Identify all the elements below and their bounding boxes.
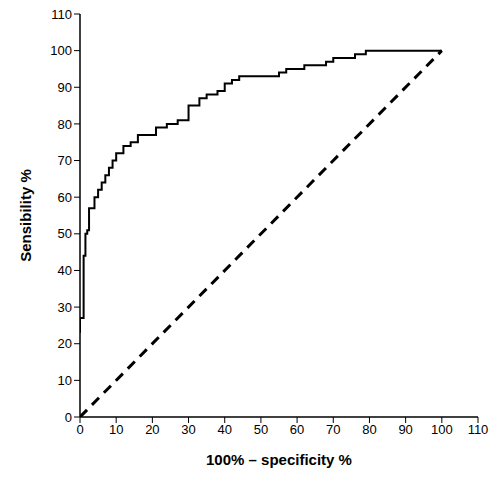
svg-text:40: 40 <box>217 422 231 437</box>
svg-text:0: 0 <box>76 422 83 437</box>
svg-text:50: 50 <box>58 226 72 241</box>
svg-text:40: 40 <box>58 263 72 278</box>
svg-text:100: 100 <box>50 43 72 58</box>
svg-text:100% – specificity %: 100% – specificity % <box>206 451 352 468</box>
svg-text:90: 90 <box>58 80 72 95</box>
svg-text:20: 20 <box>58 336 72 351</box>
svg-text:110: 110 <box>468 422 489 437</box>
svg-text:10: 10 <box>58 373 72 388</box>
svg-text:20: 20 <box>145 422 159 437</box>
svg-text:110: 110 <box>51 8 72 22</box>
svg-text:30: 30 <box>58 300 72 315</box>
svg-text:70: 70 <box>58 153 72 168</box>
svg-text:80: 80 <box>362 422 376 437</box>
svg-text:90: 90 <box>398 422 412 437</box>
svg-text:60: 60 <box>58 190 72 205</box>
svg-text:70: 70 <box>326 422 340 437</box>
svg-text:Sensibility %: Sensibility % <box>17 169 34 262</box>
svg-text:80: 80 <box>58 117 72 132</box>
svg-text:0: 0 <box>65 410 72 425</box>
svg-text:60: 60 <box>290 422 304 437</box>
svg-text:30: 30 <box>181 422 195 437</box>
svg-text:100: 100 <box>431 422 453 437</box>
svg-text:10: 10 <box>109 422 123 437</box>
svg-text:50: 50 <box>254 422 268 437</box>
